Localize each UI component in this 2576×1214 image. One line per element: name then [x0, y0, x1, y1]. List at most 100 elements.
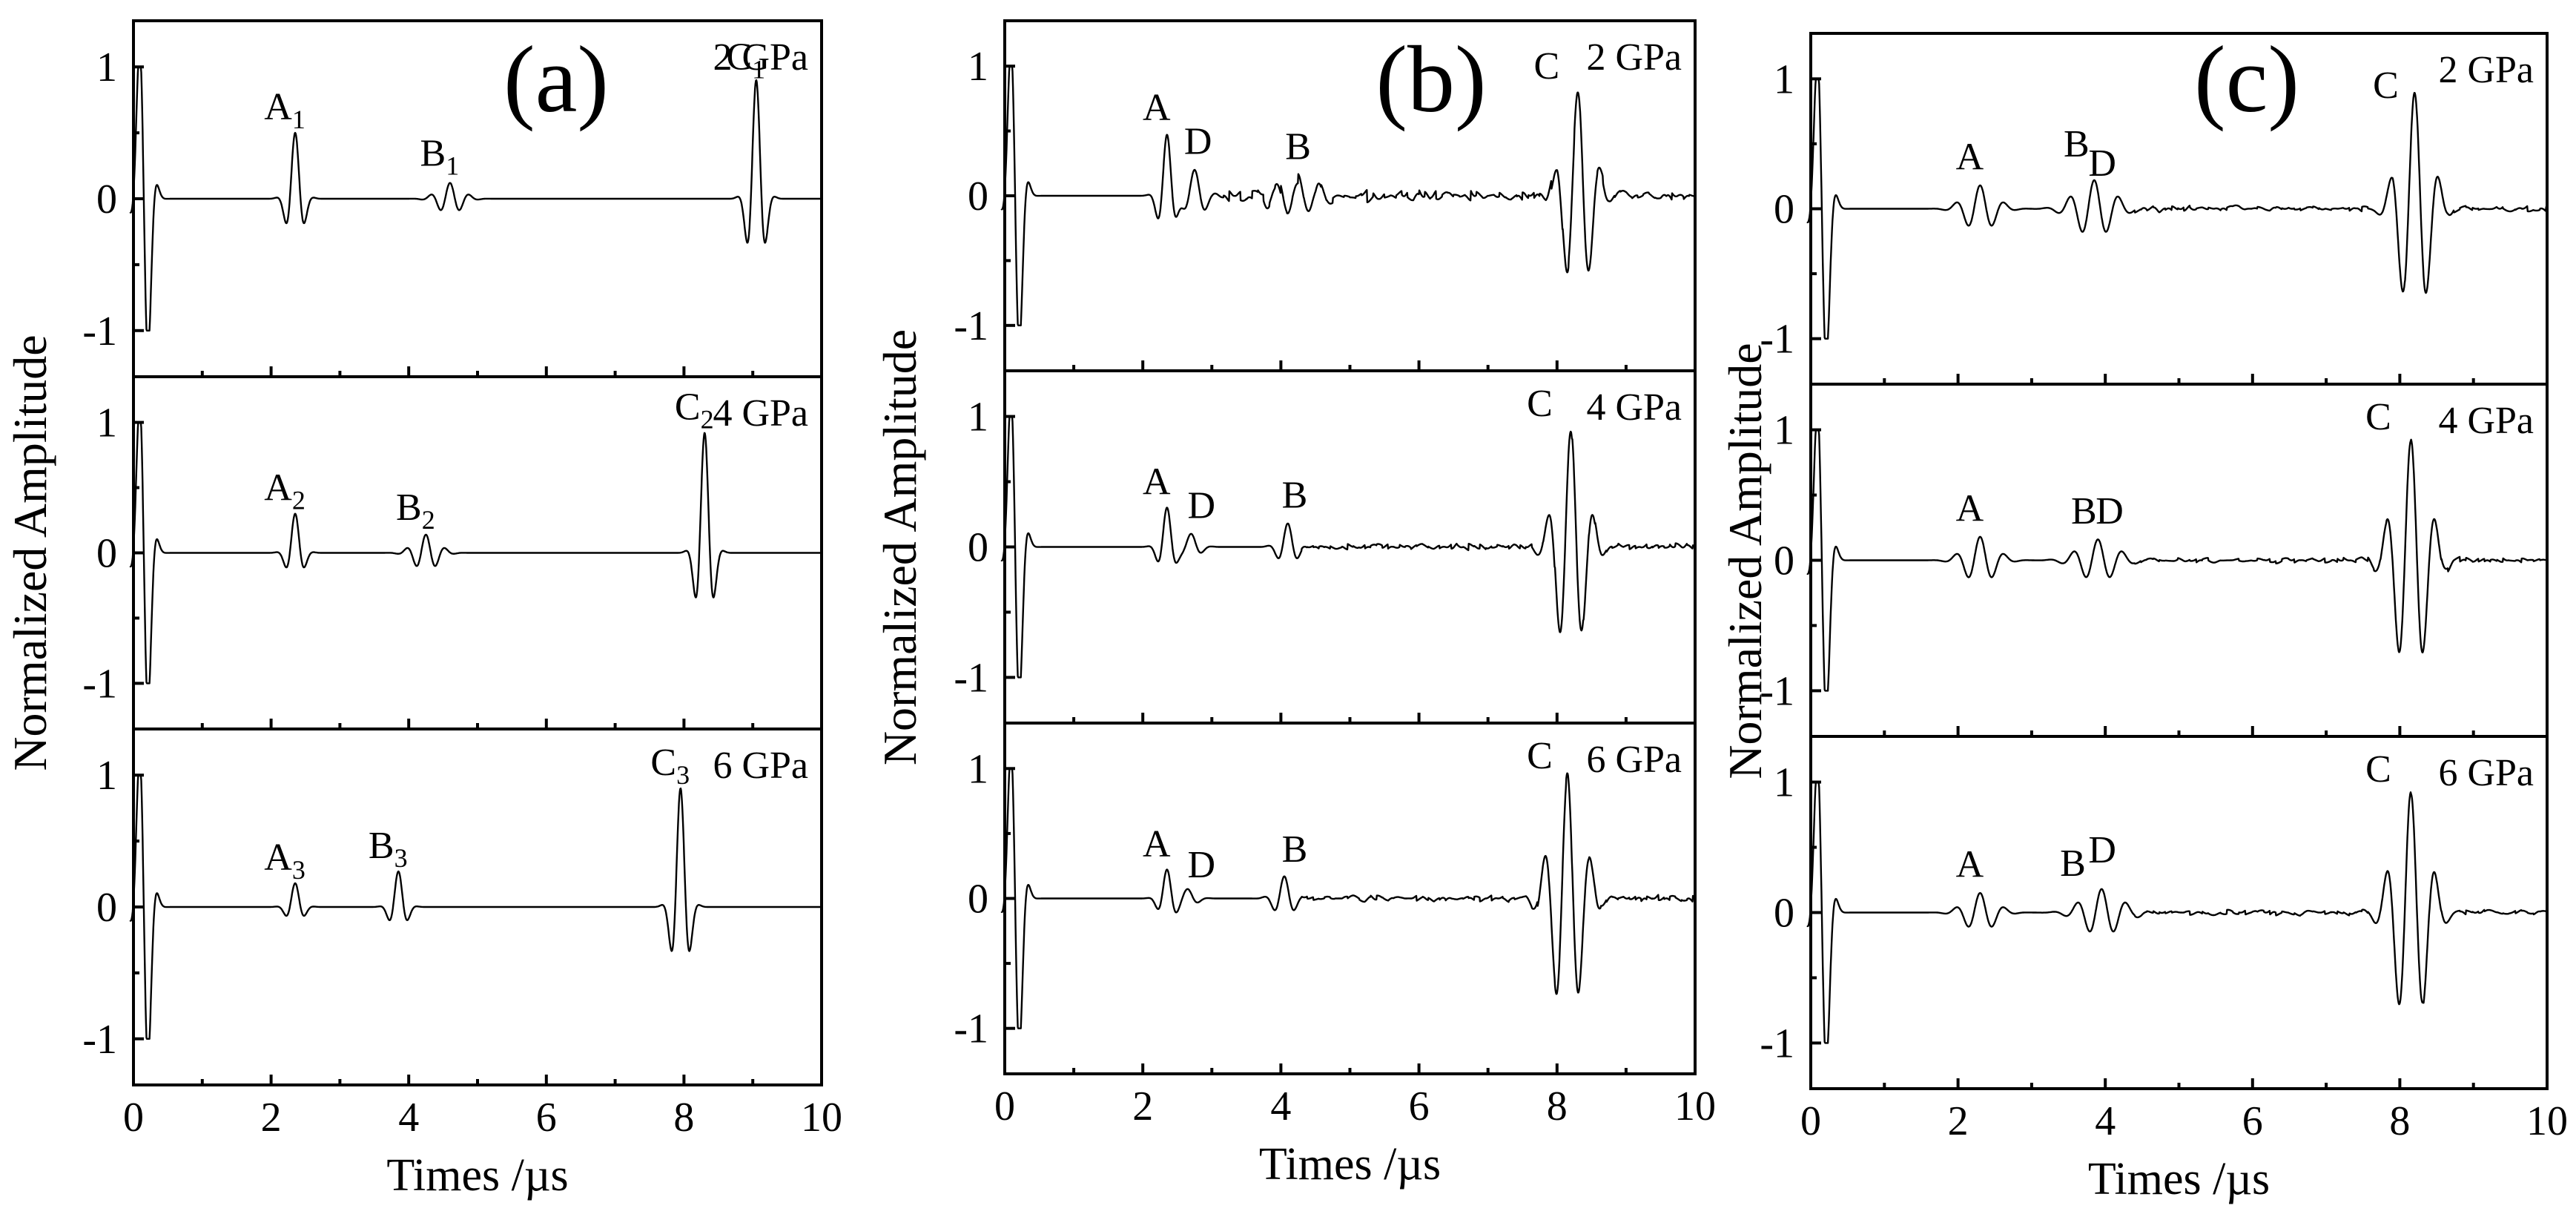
subplot-6-gpa: -1 0 1 6 GPa A B D C — [1760, 735, 2549, 1090]
y-tick-label: 1 — [1774, 408, 1794, 454]
y-tick-label: -1 — [82, 309, 117, 354]
subplot-6-gpa: -1 0 1 6 GPa A D B C — [954, 722, 1697, 1075]
peak-label-c: C1 — [726, 36, 765, 85]
waveform-line — [129, 421, 822, 684]
peak-label-d: D — [1188, 844, 1216, 886]
y-axis-label: Normalized Amplitude — [873, 329, 926, 765]
pressure-label: 4 GPa — [713, 392, 808, 435]
y-tick-label: -1 — [954, 655, 988, 701]
peak-label-b: B — [1282, 828, 1308, 871]
peak-label-b: B — [2060, 842, 2086, 885]
pressure-label: 2 GPa — [1586, 36, 1682, 79]
y-tick-label: 0 — [96, 177, 117, 222]
peak-label-subscript: 1 — [752, 55, 765, 85]
subplot-4-gpa: -1 0 1 4 GPa A BD C — [1760, 383, 2549, 738]
x-tick-label: 10 — [2526, 1098, 2568, 1144]
peak-label-subscript: 3 — [676, 760, 690, 790]
panel-label: (c) — [2194, 27, 2299, 132]
x-tick-label: 10 — [801, 1095, 842, 1141]
waveform-line — [1000, 415, 1696, 679]
x-tick-label: 6 — [2242, 1098, 2263, 1144]
y-tick-label: -1 — [82, 1017, 117, 1063]
peak-label-b: B3 — [369, 825, 408, 873]
peak-label-subscript: 3 — [292, 855, 306, 885]
y-tick-label: 0 — [968, 174, 988, 220]
peak-label-d: D — [2096, 490, 2124, 532]
y-tick-label: 0 — [1774, 891, 1794, 937]
subplot-2-gpa: -1 0 1 2 GPa A BD C — [1760, 32, 2549, 386]
peak-label-c: C — [1527, 735, 1553, 777]
peak-label-c: C — [1533, 45, 1559, 88]
peak-label-subscript: 2 — [422, 505, 435, 535]
pressure-label: 6 GPa — [713, 745, 808, 787]
y-axis-label: Normalized Amplitude — [4, 334, 56, 771]
y-tick-label: -1 — [82, 661, 117, 707]
panel-label: (a) — [503, 27, 609, 132]
x-tick-label: 2 — [1948, 1098, 1969, 1144]
peak-label-c: C — [2373, 65, 2399, 107]
y-tick-label: 1 — [1774, 56, 1794, 102]
x-tick-label: 4 — [1270, 1083, 1291, 1129]
peak-label-b: B — [2071, 490, 2097, 532]
peak-label-b: B1 — [420, 132, 460, 180]
y-tick-label: -1 — [954, 1006, 988, 1052]
subplot-6-gpa: -1 0 1 6 GPa A3 B3 C3 — [82, 728, 823, 1086]
x-tick-label: 8 — [1547, 1083, 1568, 1129]
y-tick-label: 1 — [1774, 760, 1794, 806]
x-tick-label: 4 — [2095, 1098, 2116, 1144]
x-axis-label: Times /µs — [2088, 1154, 2270, 1204]
peak-label-d: D — [1188, 484, 1216, 527]
y-tick-label: 1 — [96, 400, 117, 446]
waveform-line — [1000, 65, 1697, 326]
peak-label-d: D — [2088, 142, 2116, 185]
panel-label: (b) — [1375, 27, 1486, 132]
x-tick-label: 2 — [1132, 1083, 1153, 1129]
peak-label-a: A3 — [264, 837, 306, 885]
peak-label-b: B — [1285, 126, 1311, 168]
peak-label-c: C3 — [650, 742, 690, 790]
y-axis-label: Normalized Amplitude — [1719, 343, 1771, 779]
y-tick-label: 1 — [968, 44, 988, 90]
peak-label-a: A — [1143, 823, 1171, 865]
y-tick-label: -1 — [1760, 317, 1794, 363]
y-tick-label: 0 — [968, 525, 988, 571]
x-axis-label: Times /µs — [1259, 1139, 1441, 1190]
x-tick-label: 0 — [123, 1095, 144, 1141]
x-axis-label: Times /µs — [386, 1150, 568, 1201]
peak-label-subscript: 1 — [446, 151, 459, 180]
y-tick-label: -1 — [954, 303, 988, 349]
x-tick-label: 0 — [994, 1083, 1015, 1129]
x-tick-label: 2 — [261, 1095, 282, 1141]
peak-label-subscript: 2 — [701, 405, 714, 435]
waveform-line — [1806, 429, 2548, 692]
peak-label-c: C — [2365, 396, 2391, 438]
pressure-label: 6 GPa — [1586, 739, 1682, 781]
peak-label-a: A1 — [264, 86, 306, 134]
peak-label-a: A — [1143, 461, 1171, 504]
waveform-line — [1806, 781, 2548, 1044]
x-tick-label: 0 — [1800, 1098, 1821, 1144]
x-tick-label: 10 — [1674, 1083, 1716, 1129]
peak-label-d: D — [1184, 121, 1212, 163]
peak-label-b: B2 — [396, 486, 435, 535]
y-tick-label: 0 — [96, 531, 117, 577]
y-tick-label: 0 — [1774, 187, 1794, 233]
subplot-4-gpa: -1 0 1 4 GPa A2 B2 C2 — [82, 375, 823, 730]
x-tick-label: 8 — [673, 1095, 694, 1141]
peak-label-c: C — [1527, 383, 1553, 425]
peak-label-a: A — [1143, 87, 1171, 129]
peak-label-d: D — [2088, 829, 2116, 871]
peak-label-subscript: 3 — [394, 843, 408, 873]
pressure-label: 4 GPa — [2438, 400, 2534, 442]
y-tick-label: 1 — [968, 746, 988, 792]
peak-label-a: A2 — [264, 467, 306, 515]
y-tick-label: 1 — [968, 395, 988, 441]
peak-label-a: A — [1956, 487, 1984, 530]
waveform-line — [1806, 78, 2548, 340]
waveform-line — [129, 774, 822, 1040]
y-tick-label: 0 — [96, 885, 117, 931]
peak-label-a: A — [1956, 844, 1984, 886]
